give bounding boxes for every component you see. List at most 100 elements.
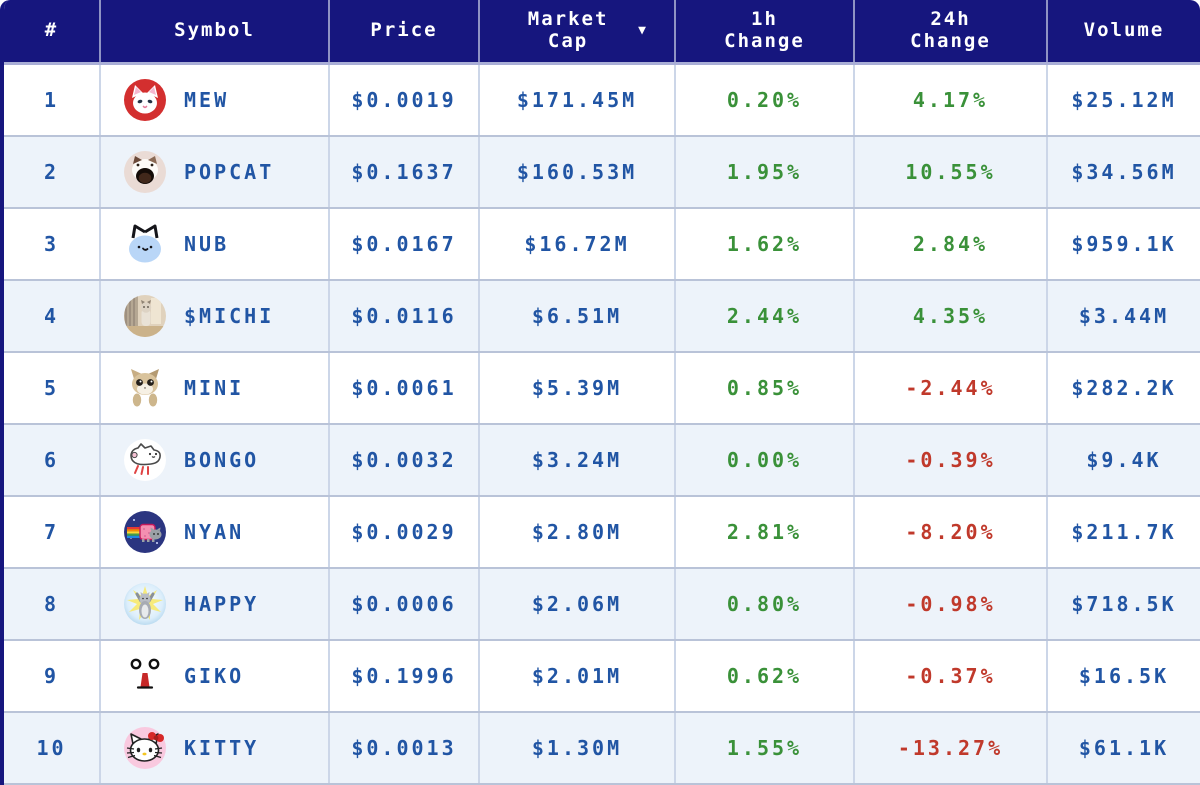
- symbol-label: NYAN: [184, 520, 245, 544]
- rank-cell: 8: [4, 569, 101, 639]
- header-volume[interactable]: Volume: [1083, 19, 1165, 42]
- market-cap-cell: $160.53M: [480, 137, 676, 207]
- change-1h-cell: 1.95%: [676, 137, 855, 207]
- table-row[interactable]: 2 POPCAT $0.1637 $160.53M 1.95% 10.55% $…: [4, 137, 1200, 209]
- header-symbol[interactable]: Symbol: [101, 0, 330, 62]
- table-header: # Symbol Price Market Cap ▼ 1h Change 24…: [4, 0, 1200, 65]
- rank-cell: 2: [4, 137, 101, 207]
- change-24h-cell: -2.44%: [855, 353, 1048, 423]
- change-24h-cell: -8.20%: [855, 497, 1048, 567]
- price-cell: $0.1637: [330, 137, 480, 207]
- market-cap-cell: $171.45M: [480, 65, 676, 135]
- change-1h-cell: 2.44%: [676, 281, 855, 351]
- price-cell: $0.0061: [330, 353, 480, 423]
- table-row[interactable]: 4 $MICHI $0.0116 $6.51M 2.44% 4.35% $3.4…: [4, 281, 1200, 353]
- header-market-cap-label: Market Cap: [527, 8, 609, 52]
- change-1h-cell: 0.62%: [676, 641, 855, 711]
- change-1h-cell: 0.85%: [676, 353, 855, 423]
- volume-cell: $282.2K: [1071, 376, 1177, 400]
- header-price[interactable]: Price: [330, 0, 480, 62]
- price-cell: $0.0019: [330, 65, 480, 135]
- nub-cat-icon: [123, 222, 167, 266]
- price-cell: $0.0006: [330, 569, 480, 639]
- change-24h-cell: 10.55%: [855, 137, 1048, 207]
- change-1h-cell: 1.55%: [676, 713, 855, 783]
- table-row[interactable]: 10 KITTY $0.0013 $1.30M 1.55% -13.27% $6…: [4, 713, 1200, 785]
- price-cell: $0.0116: [330, 281, 480, 351]
- happy-cat-icon: [123, 582, 167, 626]
- volume-cell: $9.4K: [1086, 448, 1162, 472]
- bongo-cat-icon: [123, 438, 167, 482]
- market-cap-cell: $3.24M: [480, 425, 676, 495]
- change-24h-cell: 2.84%: [855, 209, 1048, 279]
- header-24h-change[interactable]: 24h Change: [855, 0, 1048, 62]
- giko-cat-icon: [123, 654, 167, 698]
- header-rank[interactable]: #: [4, 0, 101, 62]
- volume-cell: $3.44M: [1078, 304, 1170, 328]
- symbol-label: NUB: [184, 232, 230, 256]
- change-24h-cell: -0.37%: [855, 641, 1048, 711]
- market-cap-cell: $2.80M: [480, 497, 676, 567]
- table-row[interactable]: 5 MINI $0.0061 $5.39M 0.85% -2.44% $282.…: [4, 353, 1200, 425]
- symbol-cell: HAPPY: [101, 569, 330, 639]
- rank-cell: 9: [4, 641, 101, 711]
- market-cap-cell: $5.39M: [480, 353, 676, 423]
- change-1h-cell: 1.62%: [676, 209, 855, 279]
- table-row[interactable]: 1 MEW $0.0019 $171.45M 0.20% 4.17% $25.1…: [4, 65, 1200, 137]
- market-cap-cell: $16.72M: [480, 209, 676, 279]
- change-1h-cell: 2.81%: [676, 497, 855, 567]
- symbol-cell: KITTY: [101, 713, 330, 783]
- market-cap-cell: $6.51M: [480, 281, 676, 351]
- symbol-cell: GIKO: [101, 641, 330, 711]
- symbol-label: KITTY: [184, 736, 260, 760]
- symbol-label: BONGO: [184, 448, 260, 472]
- change-24h-cell: -13.27%: [855, 713, 1048, 783]
- table-row[interactable]: 9 GIKO $0.1996 $2.01M 0.62% -0.37% $16.5…: [4, 641, 1200, 713]
- symbol-label: POPCAT: [184, 160, 275, 184]
- change-1h-cell: 0.80%: [676, 569, 855, 639]
- volume-cell: $34.56M: [1071, 160, 1177, 184]
- volume-cell: $718.5K: [1071, 592, 1177, 616]
- michi-cat-icon: [123, 294, 167, 338]
- symbol-cell: MEW: [101, 65, 330, 135]
- price-cell: $0.1996: [330, 641, 480, 711]
- change-24h-cell: 4.35%: [855, 281, 1048, 351]
- price-cell: $0.0013: [330, 713, 480, 783]
- symbol-label: $MICHI: [184, 304, 275, 328]
- volume-cell: $16.5K: [1078, 664, 1170, 688]
- mini-cat-icon: [123, 366, 167, 410]
- rank-cell: 1: [4, 65, 101, 135]
- rank-cell: 3: [4, 209, 101, 279]
- symbol-label: HAPPY: [184, 592, 260, 616]
- table-row[interactable]: 6 BONGO $0.0032 $3.24M 0.00% -0.39% $9.4…: [4, 425, 1200, 497]
- price-cell: $0.0032: [330, 425, 480, 495]
- symbol-cell: BONGO: [101, 425, 330, 495]
- table-row[interactable]: 3 NUB $0.0167 $16.72M 1.62% 2.84% $959.1…: [4, 209, 1200, 281]
- symbol-cell: MINI: [101, 353, 330, 423]
- sort-desc-icon: ▼: [638, 22, 646, 38]
- header-1h-change[interactable]: 1h Change: [676, 0, 855, 62]
- price-cell: $0.0167: [330, 209, 480, 279]
- volume-cell: $211.7K: [1071, 520, 1177, 544]
- rank-cell: 7: [4, 497, 101, 567]
- volume-cell: $959.1K: [1071, 232, 1177, 256]
- change-24h-cell: -0.39%: [855, 425, 1048, 495]
- popcat-icon: [123, 150, 167, 194]
- market-cap-cell: $1.30M: [480, 713, 676, 783]
- market-cap-cell: $2.01M: [480, 641, 676, 711]
- change-1h-cell: 0.00%: [676, 425, 855, 495]
- nyan-cat-icon: [123, 510, 167, 554]
- rank-cell: 10: [4, 713, 101, 783]
- header-market-cap[interactable]: Market Cap ▼: [480, 0, 676, 62]
- header-1h-change-label: 1h Change: [724, 8, 805, 52]
- table-row[interactable]: 8 HAPPY $0.0006 $2.06M 0.80% -0.98% $718…: [4, 569, 1200, 641]
- header-24h-change-label: 24h Change: [910, 8, 991, 52]
- volume-cell: $25.12M: [1071, 88, 1177, 112]
- table-row[interactable]: 7 NYAN $0.0029 $2.80M 2.81% -8.20% $211.…: [4, 497, 1200, 569]
- symbol-cell: $MICHI: [101, 281, 330, 351]
- symbol-cell: NYAN: [101, 497, 330, 567]
- symbol-label: GIKO: [184, 664, 245, 688]
- symbol-cell: NUB: [101, 209, 330, 279]
- rank-cell: 4: [4, 281, 101, 351]
